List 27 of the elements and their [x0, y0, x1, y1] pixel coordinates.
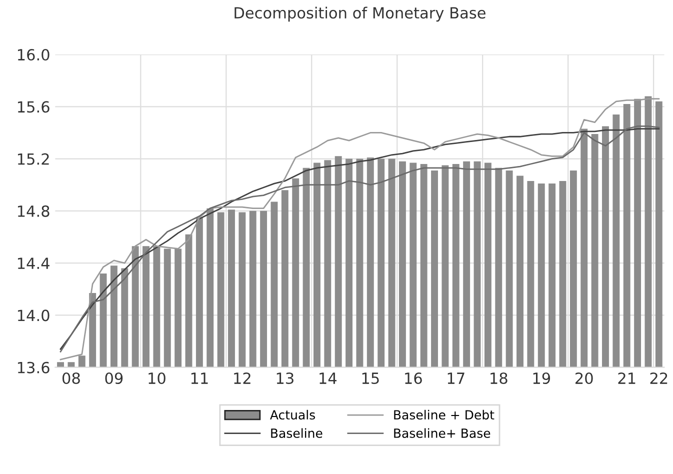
y-tick-label: 14.4	[18, 258, 50, 269]
y-tick-label: 13.6	[18, 362, 50, 374]
x-tick-label: 08	[62, 372, 80, 384]
x-tick-label: 09	[105, 372, 123, 384]
x-tick-label: 18	[490, 372, 508, 384]
x-tick-label: 14	[320, 372, 337, 384]
x-tick-label: 11	[191, 372, 208, 384]
x-tick-label: 13	[276, 372, 294, 384]
legend-label: Baseline+ Base	[394, 428, 490, 438]
y-tick-label: 15.6	[18, 101, 50, 113]
y-tick-label: 16.0	[18, 48, 50, 61]
legend-label: Baseline + Debt	[394, 410, 494, 420]
y-tick-label: 15.2	[18, 153, 49, 165]
y-tick-label: 14.8	[18, 205, 50, 217]
chart-title: Decomposition of Monetary Base	[234, 6, 486, 22]
y-tick-label: 14.0	[18, 310, 50, 322]
x-tick-label: 10	[148, 372, 166, 384]
x-tick-label: 15	[362, 372, 379, 384]
legend-label: Baseline	[271, 428, 322, 438]
legend-label: Actuals	[270, 410, 315, 420]
x-tick-label: 16	[405, 372, 422, 384]
x-tick-label: 20	[576, 372, 593, 384]
x-tick-label: 21	[618, 372, 636, 384]
x-tick-label: 12	[234, 372, 250, 384]
x-tick-label: 22	[650, 372, 668, 384]
x-tick-label: 17	[448, 372, 464, 384]
x-tick-label: 19	[533, 372, 550, 384]
